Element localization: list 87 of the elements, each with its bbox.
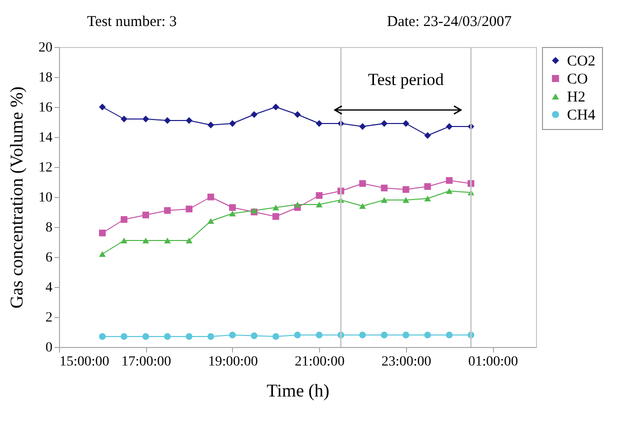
x-tick-label: 01:00:00	[468, 354, 518, 370]
point	[294, 332, 301, 338]
point	[186, 238, 192, 244]
point	[99, 251, 106, 257]
point	[380, 197, 388, 203]
point	[424, 132, 431, 139]
point	[142, 116, 150, 122]
legend-label: CO2	[567, 54, 596, 70]
point	[380, 332, 388, 338]
point	[99, 104, 106, 110]
x-tick-label: 17:00:00	[121, 354, 172, 370]
point	[142, 212, 150, 218]
point	[359, 332, 366, 338]
point	[229, 204, 236, 211]
point	[272, 104, 280, 110]
point	[207, 333, 214, 340]
point	[446, 332, 453, 338]
x-axis-title: Time (h)	[266, 380, 330, 400]
point	[359, 180, 366, 187]
point	[316, 192, 323, 199]
point	[229, 210, 236, 216]
point	[446, 123, 453, 130]
legend-label: CH4	[567, 108, 596, 124]
point	[294, 111, 301, 118]
point	[164, 117, 171, 124]
point	[359, 203, 366, 209]
y-tick-label: 0	[46, 340, 52, 356]
x-tick-label: 19:00:00	[208, 354, 258, 370]
point	[402, 332, 410, 338]
point	[164, 238, 171, 244]
point	[294, 202, 301, 208]
point	[316, 202, 323, 208]
point	[120, 238, 128, 244]
point	[120, 333, 128, 340]
y-tick-label: 16	[38, 100, 52, 116]
y-tick-label: 2	[46, 310, 52, 326]
point	[207, 194, 214, 200]
point	[229, 120, 236, 127]
point	[424, 183, 431, 190]
point	[380, 184, 388, 192]
point	[229, 332, 236, 338]
point	[164, 207, 171, 214]
point	[446, 177, 453, 184]
point	[99, 230, 106, 236]
legend-label: H2	[567, 90, 586, 106]
point	[402, 120, 410, 127]
point	[99, 333, 106, 340]
y-tick-label: 10	[38, 190, 52, 206]
point	[250, 332, 258, 340]
annotation: Test period	[368, 70, 444, 89]
point	[359, 123, 366, 130]
point	[186, 117, 192, 124]
point	[272, 204, 280, 210]
x-tick-label: 21:00:00	[294, 354, 345, 370]
point	[250, 111, 258, 118]
chart-subtitle: Date: 23-24/03/2007	[387, 14, 512, 31]
y-tick-label: 18	[38, 70, 52, 86]
point	[120, 116, 128, 122]
x-tick-label: 23:00:00	[382, 354, 432, 370]
y-tick-label: 6	[46, 250, 52, 266]
point	[380, 120, 388, 127]
point	[402, 186, 410, 193]
y-tick-label: 4	[46, 280, 52, 296]
y-tick-label: 20	[38, 40, 52, 56]
point	[207, 218, 214, 224]
point	[142, 333, 150, 340]
chart-title: Test number: 3	[87, 14, 177, 31]
point	[120, 216, 128, 223]
x-tick-label: 15:00:00	[60, 354, 110, 370]
point	[316, 332, 323, 338]
point	[402, 197, 410, 203]
point	[186, 206, 192, 212]
point	[424, 332, 431, 338]
point	[316, 120, 323, 127]
point	[207, 122, 214, 128]
point	[164, 333, 171, 340]
point	[186, 333, 192, 340]
point	[142, 238, 150, 244]
y-axis-title: Gas concentration (Volume %)	[6, 86, 26, 309]
legend-label: CO	[567, 72, 588, 88]
point	[446, 188, 453, 194]
point	[424, 196, 431, 202]
point	[272, 333, 280, 340]
point	[272, 213, 280, 220]
y-tick-label: 14	[38, 130, 52, 146]
y-tick-label: 12	[38, 160, 52, 176]
y-tick-label: 8	[46, 220, 52, 236]
